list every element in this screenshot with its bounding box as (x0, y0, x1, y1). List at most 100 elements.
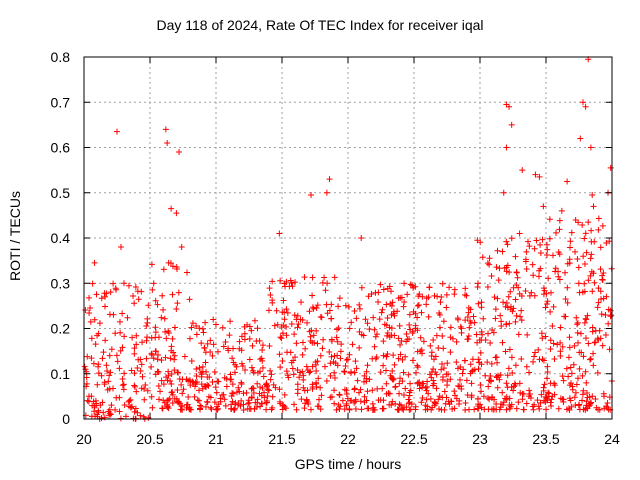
data-point (479, 254, 486, 261)
data-point (395, 355, 402, 362)
data-point (95, 370, 102, 377)
data-point (130, 293, 137, 300)
data-point (574, 321, 581, 328)
data-point (229, 398, 236, 405)
data-point (174, 300, 181, 307)
data-point (104, 368, 111, 375)
data-point (148, 350, 155, 357)
data-point (332, 360, 339, 367)
data-point (298, 396, 305, 403)
data-point (597, 266, 604, 273)
data-point (401, 280, 408, 287)
data-point (213, 389, 220, 396)
data-point (579, 397, 586, 404)
data-point (131, 345, 138, 352)
data-point (554, 341, 561, 348)
data-point (451, 291, 458, 298)
data-point (531, 245, 538, 252)
data-point (475, 280, 482, 287)
data-point (308, 192, 315, 199)
data-point (585, 219, 592, 226)
data-point (490, 405, 497, 412)
data-point (284, 349, 291, 356)
data-point (322, 287, 329, 294)
data-point (334, 326, 341, 333)
data-point (427, 342, 434, 349)
data-point (157, 388, 164, 395)
data-point (105, 408, 112, 415)
data-point (169, 389, 176, 396)
data-point (377, 369, 384, 376)
data-point (384, 315, 391, 322)
data-point (388, 325, 395, 332)
data-point (435, 396, 442, 403)
data-point (129, 403, 136, 410)
x-tick-label: 21 (208, 431, 224, 447)
data-point (560, 377, 567, 384)
data-point (534, 397, 541, 404)
data-point (550, 340, 557, 347)
data-point (462, 406, 469, 413)
data-point (238, 347, 245, 354)
data-point (516, 380, 523, 387)
data-point (493, 400, 500, 407)
data-point (519, 396, 526, 403)
data-point (390, 308, 397, 315)
data-point (166, 395, 173, 402)
data-point (543, 241, 550, 248)
x-tick-label: 23 (472, 431, 488, 447)
data-point (462, 400, 469, 407)
data-point (165, 259, 172, 266)
data-point (346, 351, 353, 358)
data-point (260, 373, 267, 380)
data-point (335, 303, 342, 310)
data-point (527, 391, 534, 398)
data-point (214, 348, 221, 355)
data-point (188, 324, 195, 331)
data-point (379, 306, 386, 313)
data-point (557, 395, 564, 402)
data-point (540, 357, 547, 364)
data-point (413, 369, 420, 376)
data-point (120, 280, 127, 287)
data-point (372, 355, 379, 362)
data-point (577, 135, 584, 142)
data-point (156, 396, 163, 403)
data-point (497, 372, 504, 379)
data-point (503, 238, 510, 245)
data-point (582, 230, 589, 237)
data-point (423, 295, 430, 302)
data-point (134, 409, 141, 416)
data-point (344, 356, 351, 363)
data-point (567, 238, 574, 245)
data-point (541, 381, 548, 388)
data-point (169, 400, 176, 407)
data-point (546, 235, 553, 242)
data-point (265, 387, 272, 394)
data-point (544, 375, 551, 382)
y-tick-label: 0.3 (51, 275, 71, 291)
data-point (176, 149, 183, 156)
x-tick-label: 24 (604, 431, 620, 447)
data-point (207, 394, 214, 401)
data-point (575, 280, 582, 287)
data-point (599, 342, 606, 349)
data-point (171, 395, 178, 402)
data-point (302, 345, 309, 352)
data-point (353, 365, 360, 372)
data-point (107, 289, 114, 296)
data-point (517, 313, 524, 320)
data-point (300, 376, 307, 383)
data-point (297, 369, 304, 376)
data-point (451, 392, 458, 399)
data-point (331, 387, 338, 394)
data-point (439, 361, 446, 368)
data-point (160, 266, 167, 273)
data-point (500, 189, 507, 196)
data-point (471, 319, 478, 326)
data-point (564, 299, 571, 306)
data-point (106, 352, 113, 359)
data-point (605, 320, 612, 327)
data-point (579, 372, 586, 379)
data-point (106, 372, 113, 379)
